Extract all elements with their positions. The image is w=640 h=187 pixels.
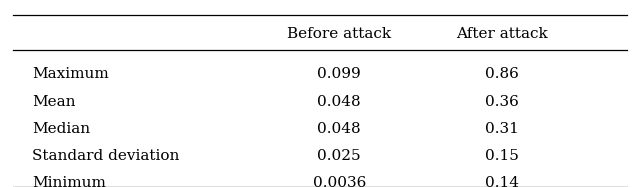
- Text: 0.15: 0.15: [486, 149, 519, 163]
- Text: 0.048: 0.048: [317, 122, 361, 136]
- Text: 0.14: 0.14: [485, 176, 520, 187]
- Text: After attack: After attack: [456, 27, 548, 41]
- Text: 0.099: 0.099: [317, 67, 361, 81]
- Text: Before attack: Before attack: [287, 27, 391, 41]
- Text: Mean: Mean: [32, 95, 76, 109]
- Text: 0.0036: 0.0036: [312, 176, 366, 187]
- Text: 0.025: 0.025: [317, 149, 361, 163]
- Text: Median: Median: [32, 122, 90, 136]
- Text: Minimum: Minimum: [32, 176, 106, 187]
- Text: 0.86: 0.86: [486, 67, 519, 81]
- Text: 0.36: 0.36: [486, 95, 519, 109]
- Text: Maximum: Maximum: [32, 67, 109, 81]
- Text: Standard deviation: Standard deviation: [32, 149, 179, 163]
- Text: 0.048: 0.048: [317, 95, 361, 109]
- Text: 0.31: 0.31: [486, 122, 519, 136]
